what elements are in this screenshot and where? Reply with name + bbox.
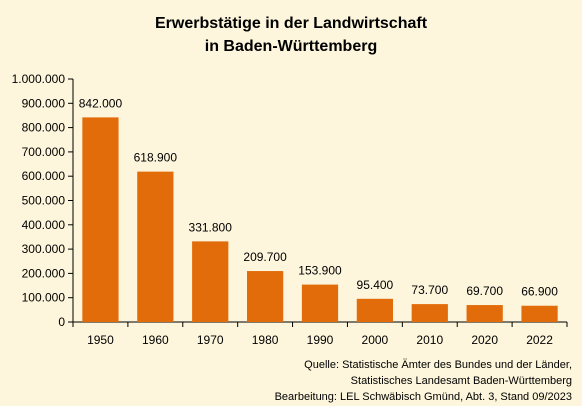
data-label: 331.800 bbox=[189, 220, 233, 234]
y-tick-label: 400.000 bbox=[22, 218, 66, 232]
bar bbox=[192, 241, 229, 322]
chart-title-line-2: in Baden-Württemberg bbox=[204, 38, 378, 55]
source-line-2: Statistisches Landesamt Baden-Württember… bbox=[350, 375, 572, 387]
x-tick-label: 1970 bbox=[197, 333, 224, 347]
y-tick-label: 1.000.000 bbox=[12, 72, 66, 86]
x-axis: 1950 1960 1970 1980 1990 2000 2010 2020 2022 bbox=[72, 321, 568, 347]
data-label: 69.700 bbox=[466, 284, 503, 298]
bars bbox=[82, 117, 558, 322]
x-tick-label: 2010 bbox=[416, 333, 443, 347]
data-label: 209.700 bbox=[243, 250, 287, 264]
x-tick-label: 1990 bbox=[307, 333, 334, 347]
x-tick-label: 2000 bbox=[362, 333, 389, 347]
bar bbox=[137, 171, 174, 322]
data-label: 73.700 bbox=[411, 283, 448, 297]
y-tick-label: 100.000 bbox=[22, 291, 66, 305]
bar bbox=[82, 117, 119, 322]
data-label: 618.900 bbox=[134, 151, 178, 165]
data-label: 842.000 bbox=[79, 96, 123, 110]
x-tick-label: 2022 bbox=[526, 333, 553, 347]
source-line-1: Quelle: Statistische Ämter des Bundes un… bbox=[304, 359, 572, 371]
y-tick-label: 0 bbox=[58, 315, 65, 329]
data-label: 153.900 bbox=[298, 264, 342, 278]
chart-title-line-1: Erwerbstätige in der Landwirtschaft bbox=[154, 15, 428, 32]
bar bbox=[356, 298, 394, 322]
y-tick-label: 800.000 bbox=[22, 121, 66, 135]
editor-line: Bearbeitung: LEL Schwäbisch Gmünd, Abt. … bbox=[274, 391, 572, 403]
y-tick-label: 300.000 bbox=[22, 242, 66, 256]
value-labels: 842.000 618.900 331.800 209.700 153.900 95.40… bbox=[79, 96, 558, 298]
x-tick-label: 1980 bbox=[252, 333, 279, 347]
data-label: 66.900 bbox=[521, 285, 558, 299]
y-tick-label: 200.000 bbox=[22, 266, 66, 280]
bar bbox=[246, 271, 284, 322]
y-tick-label: 700.000 bbox=[22, 145, 66, 159]
y-axis: 0 100.000 200.000 300.000 400.000 500.000 600.… bbox=[12, 72, 74, 329]
bar bbox=[411, 304, 448, 322]
x-tick-label: 1960 bbox=[142, 333, 169, 347]
y-tick-label: 900.000 bbox=[22, 96, 66, 110]
x-tick-label: 1950 bbox=[87, 333, 114, 347]
y-tick-label: 600.000 bbox=[22, 169, 66, 183]
x-tick-label: 2020 bbox=[471, 333, 498, 347]
data-label: 95.400 bbox=[357, 278, 394, 292]
bar bbox=[301, 284, 339, 322]
bar bbox=[466, 305, 503, 322]
y-tick-label: 500.000 bbox=[22, 194, 66, 208]
bar bbox=[521, 305, 558, 322]
